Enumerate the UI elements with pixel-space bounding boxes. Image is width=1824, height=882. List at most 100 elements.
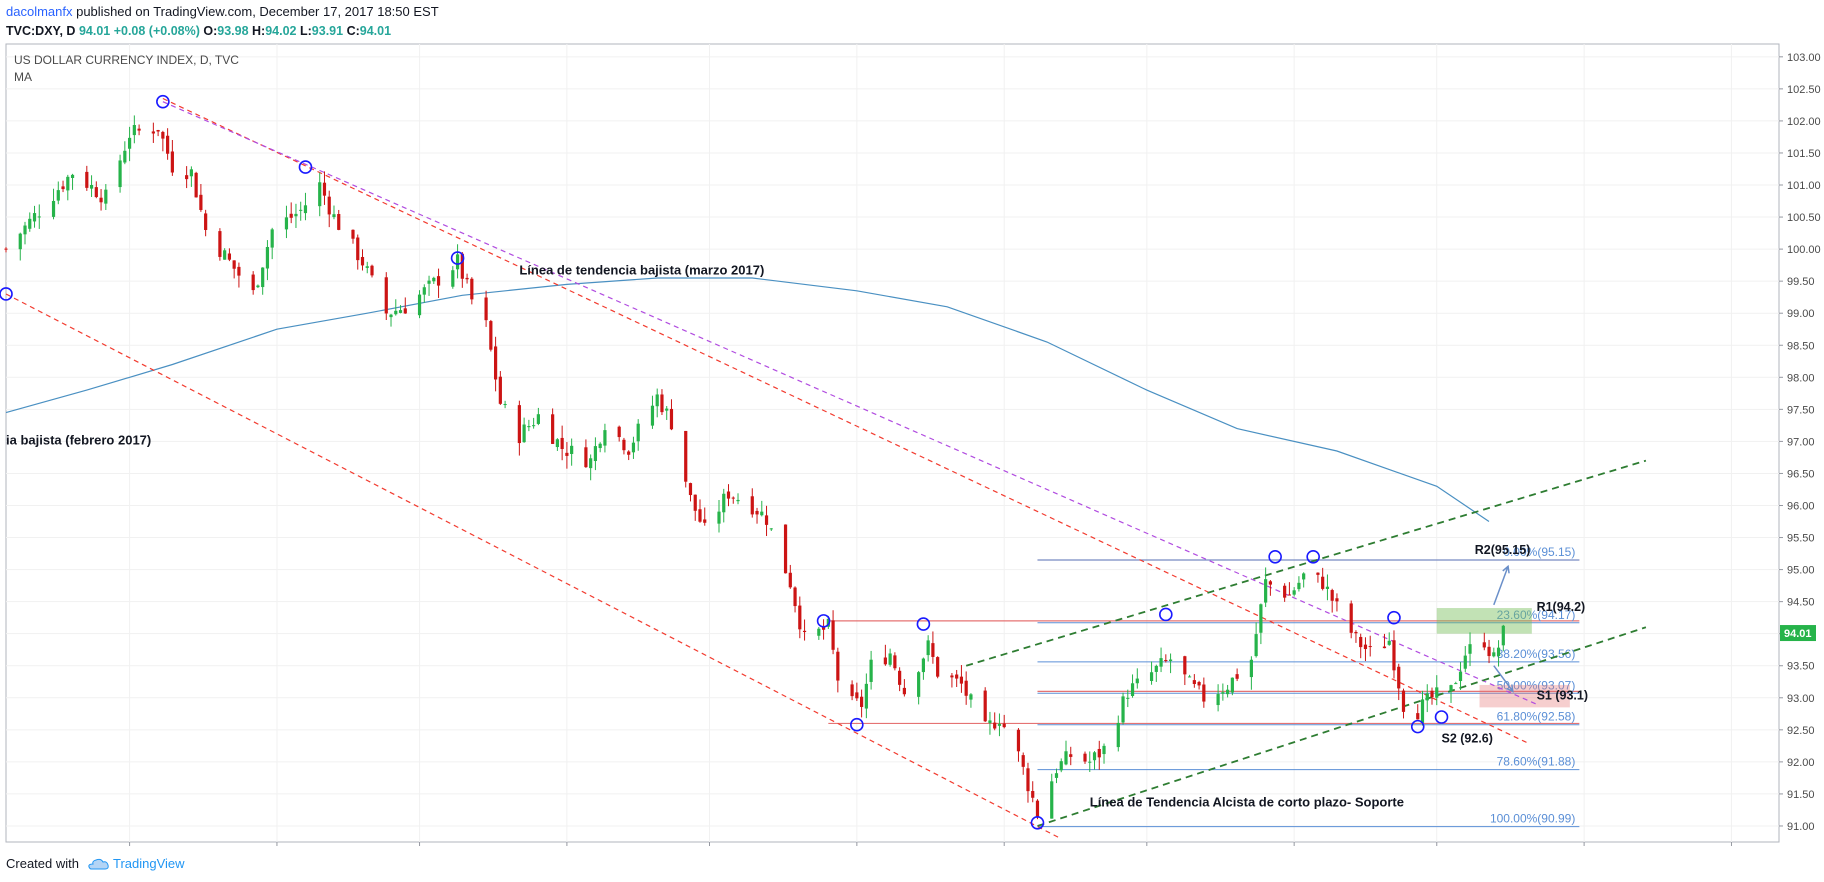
candle [318, 172, 322, 217]
candle [565, 442, 569, 469]
candle [1216, 684, 1220, 712]
candle-body [864, 683, 868, 709]
candle [1102, 743, 1106, 764]
candle [394, 299, 398, 316]
candle-body [365, 266, 369, 268]
pivot-circle [1387, 610, 1401, 625]
candle-body [988, 720, 992, 723]
candle-body [227, 253, 232, 260]
candle-body [1197, 682, 1201, 686]
candle-body [1368, 646, 1372, 648]
candle [85, 165, 89, 191]
y-tick-label: 93.50 [1787, 661, 1815, 673]
candle [688, 482, 693, 502]
candle [869, 650, 873, 690]
candle [384, 272, 388, 321]
candle [1154, 664, 1158, 682]
candle [1121, 692, 1125, 725]
candle-body [1302, 573, 1306, 580]
pivot-circle [916, 617, 931, 631]
candle-body [360, 256, 365, 266]
candle-body [470, 278, 474, 300]
candle [51, 188, 56, 220]
candle [1249, 656, 1253, 690]
candle [18, 232, 22, 261]
candle [1197, 680, 1201, 690]
candle-body [584, 447, 588, 468]
candle-body [964, 680, 968, 696]
candle [669, 399, 674, 431]
candle-body [555, 439, 559, 448]
candle-body [1359, 636, 1363, 648]
publish-text: published on TradingView.com, December 1… [72, 4, 439, 19]
candle-body [189, 169, 193, 177]
candle [902, 679, 906, 697]
candle-body [204, 213, 208, 230]
candle [189, 166, 193, 187]
candle-body [1064, 751, 1068, 765]
level-label-r1: R1(94.2) [1537, 600, 1586, 614]
pivot-circle [1268, 549, 1282, 564]
price-chart[interactable]: 0.00%(95.15)23.60%(94.17)38.20%(93.56)50… [0, 0, 1824, 850]
candle-body [1349, 603, 1353, 633]
candle [1468, 632, 1472, 667]
candle-body [185, 175, 189, 180]
candle-body [1121, 696, 1125, 723]
candle [1230, 677, 1234, 696]
candle [660, 389, 664, 416]
footer: Created with TradingView [6, 856, 185, 871]
candle [1088, 751, 1092, 772]
candle-body [1054, 773, 1059, 778]
candle-body [332, 214, 336, 218]
candle-body [1458, 671, 1463, 682]
candle-body [1501, 625, 1505, 646]
candle-body [855, 692, 859, 699]
candle [1325, 574, 1330, 601]
candle-body [32, 213, 37, 222]
author-link[interactable]: dacolmanfx [6, 4, 73, 19]
candle-body [655, 394, 659, 407]
candle-body [18, 233, 22, 250]
candle [460, 252, 464, 288]
candle-body [936, 657, 940, 677]
candle [617, 425, 621, 442]
candle-body [665, 408, 669, 411]
candle [232, 260, 236, 279]
candle-body [289, 213, 293, 218]
candle [465, 273, 469, 284]
pivot-circle [156, 94, 170, 109]
candle [1264, 567, 1268, 608]
indicator-label[interactable]: MA [14, 70, 32, 84]
candle-body [432, 277, 436, 282]
candle [99, 188, 103, 211]
candle [1016, 728, 1021, 762]
candle [598, 442, 602, 453]
candle-body [451, 270, 455, 287]
candle-body [669, 408, 674, 430]
candle [303, 192, 308, 221]
candle-body [1016, 729, 1021, 752]
fib-level-label: 100.00%(90.99) [1490, 812, 1575, 826]
candle-body [104, 189, 108, 204]
candle-body [327, 196, 331, 215]
candle [1501, 624, 1505, 652]
candle [1059, 758, 1063, 773]
candle [888, 648, 892, 667]
candle-body [218, 231, 222, 257]
candle-body [99, 197, 103, 203]
candle [736, 493, 740, 505]
arrow-head [1506, 684, 1514, 693]
y-tick-label: 102.00 [1787, 116, 1821, 128]
chart-title: US DOLLAR CURRENCY INDEX, D, TVC [14, 53, 239, 67]
candle-body [1392, 640, 1396, 671]
level-label-s2: S2 (92.6) [1442, 731, 1493, 745]
candle-body [1363, 644, 1368, 650]
candle-body [764, 515, 769, 525]
candle [503, 400, 507, 409]
candle [470, 277, 474, 305]
tradingview-logo[interactable]: TradingView [87, 856, 185, 871]
candle [917, 670, 921, 705]
candle-body [565, 452, 569, 456]
candle [56, 181, 60, 205]
high-value: 94.02 [265, 24, 297, 38]
